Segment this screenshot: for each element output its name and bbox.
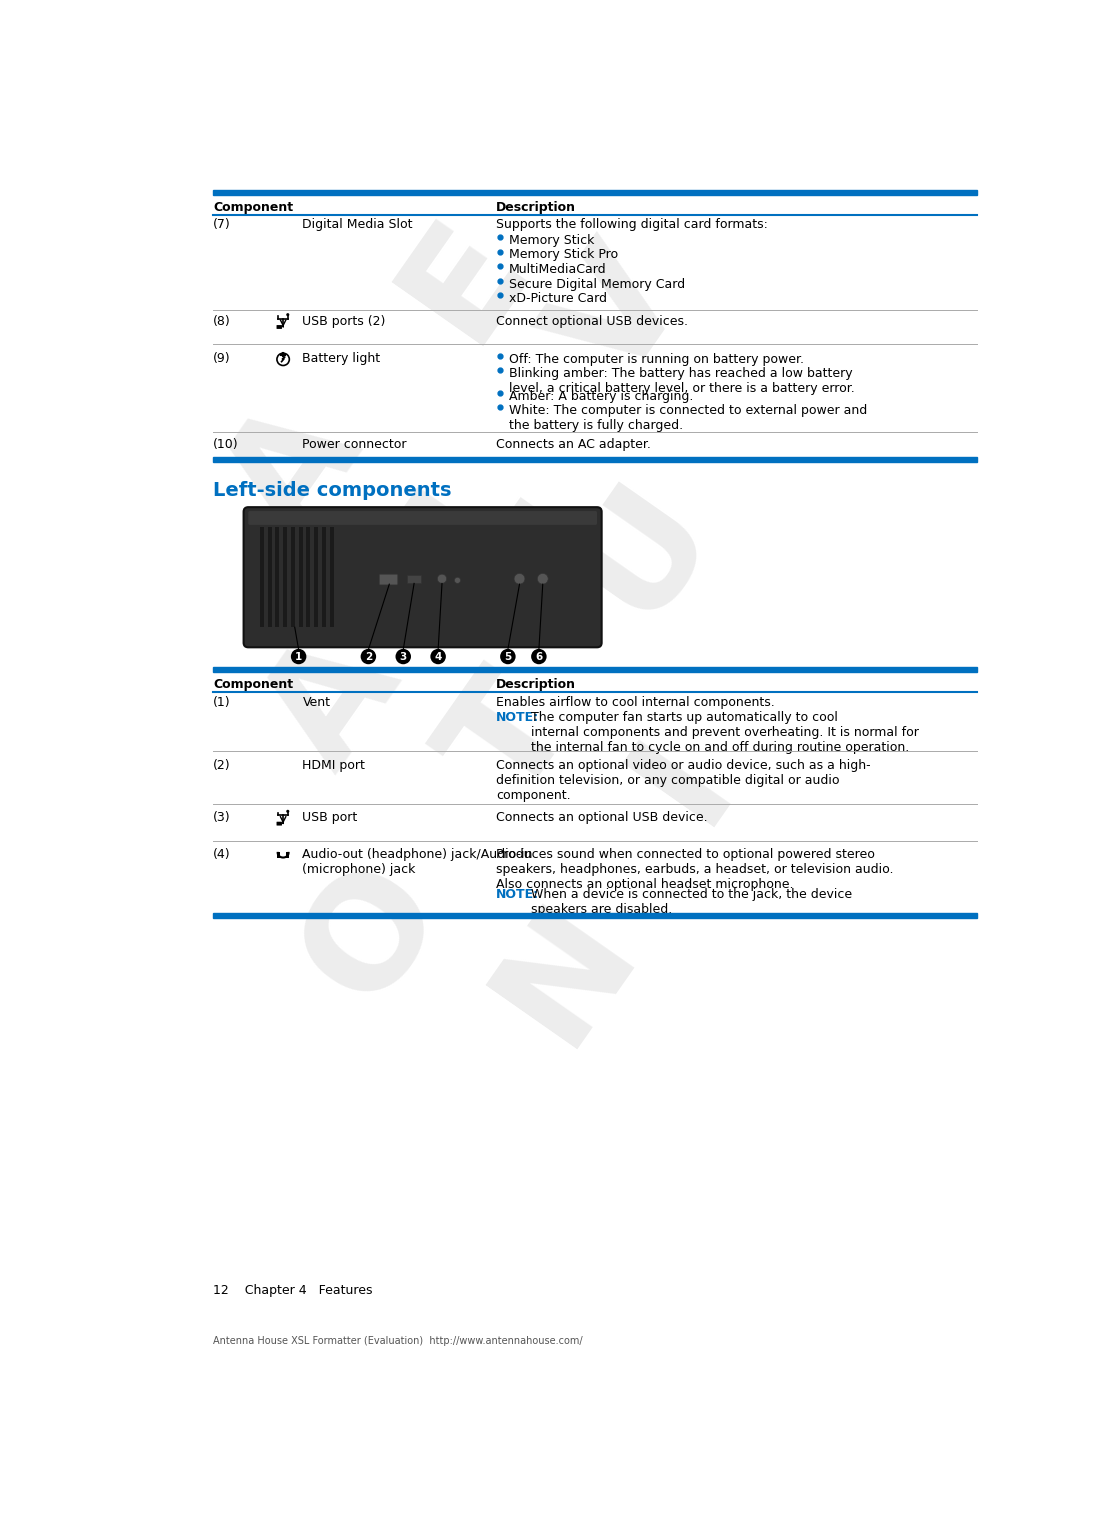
Text: T: T [420, 656, 603, 827]
Text: Memory Stick: Memory Stick [509, 233, 594, 247]
Bar [214, 913, 977, 918]
Bar [330, 528, 333, 627]
Bar [277, 852, 280, 857]
Circle shape [430, 648, 446, 665]
FancyBboxPatch shape [379, 573, 398, 586]
Text: Produces sound when connected to optional powered stereo
speakers, headphones, e: Produces sound when connected to optiona… [496, 848, 893, 891]
Text: Power connector: Power connector [303, 438, 407, 451]
Text: A: A [238, 612, 428, 795]
Text: Component: Component [214, 201, 294, 214]
Text: (4): (4) [214, 848, 231, 862]
Text: Enables airflow to cool internal components.: Enables airflow to cool internal compone… [496, 695, 775, 709]
Text: When a device is connected to the jack, the device
speakers are disabled.: When a device is connected to the jack, … [531, 889, 852, 917]
Text: Supports the following digital card formats:: Supports the following digital card form… [496, 218, 768, 232]
Text: Antenna House XSL Formatter (Evaluation)  http://www.antennahouse.com/: Antenna House XSL Formatter (Evaluation)… [214, 1336, 582, 1345]
Circle shape [361, 648, 376, 665]
Bar [283, 528, 287, 627]
Text: Description: Description [496, 679, 576, 691]
Text: (3): (3) [214, 811, 231, 825]
Text: 3: 3 [399, 651, 407, 662]
Text: (1): (1) [214, 695, 231, 709]
Text: Audio-out (headphone) jack/Audio-in
(microphone) jack: Audio-out (headphone) jack/Audio-in (mic… [303, 848, 533, 877]
Text: Battery light: Battery light [303, 352, 380, 364]
Text: MultiMediaCard: MultiMediaCard [509, 264, 606, 276]
Bar [259, 528, 264, 627]
Text: A: A [200, 381, 390, 563]
Circle shape [396, 648, 411, 665]
Circle shape [500, 648, 515, 665]
Text: L: L [385, 427, 562, 593]
Bar [214, 458, 977, 462]
Text: N: N [468, 877, 664, 1068]
Text: White: The computer is connected to external power and
the battery is fully char: White: The computer is connected to exte… [509, 404, 866, 432]
Bar [267, 528, 272, 627]
Bar [214, 191, 977, 195]
Circle shape [286, 810, 290, 813]
Text: Vent: Vent [303, 695, 331, 709]
Text: (7): (7) [214, 218, 231, 232]
Text: xD-Picture Card: xD-Picture Card [509, 293, 607, 305]
Text: Component: Component [214, 679, 294, 691]
Bar [314, 528, 318, 627]
Text: (10): (10) [214, 438, 239, 451]
Bar [322, 528, 325, 627]
Bar [306, 528, 311, 627]
Text: I: I [605, 714, 759, 846]
Text: (9): (9) [214, 352, 231, 364]
Text: Connects an optional USB device.: Connects an optional USB device. [496, 811, 708, 825]
Text: Memory Stick Pro: Memory Stick Pro [509, 249, 618, 261]
Text: NOTE:: NOTE: [496, 889, 539, 901]
FancyBboxPatch shape [244, 508, 601, 647]
Text: Connect optional USB devices.: Connect optional USB devices. [496, 314, 689, 328]
Bar [275, 528, 280, 627]
Text: 5: 5 [504, 651, 512, 662]
Text: Amber: A battery is charging.: Amber: A battery is charging. [509, 390, 693, 403]
Text: 4: 4 [435, 651, 442, 662]
Text: 1: 1 [295, 651, 302, 662]
Text: Description: Description [496, 201, 576, 214]
Text: Connects an AC adapter.: Connects an AC adapter. [496, 438, 651, 451]
FancyBboxPatch shape [276, 325, 282, 329]
Bar [286, 852, 290, 857]
Text: 2: 2 [364, 651, 372, 662]
Text: 12    Chapter 4   Features: 12 Chapter 4 Features [214, 1284, 373, 1298]
Bar [214, 668, 977, 673]
Text: V: V [525, 227, 716, 409]
Text: Blinking amber: The battery has reached a low battery
level, a critical battery : Blinking amber: The battery has reached … [509, 368, 854, 395]
FancyBboxPatch shape [248, 511, 597, 525]
Text: NOTE:: NOTE: [496, 711, 539, 724]
Text: (8): (8) [214, 314, 231, 328]
Text: 6: 6 [536, 651, 542, 662]
Circle shape [454, 578, 461, 584]
Text: USB port: USB port [303, 811, 358, 825]
Bar [291, 528, 295, 627]
Text: U: U [547, 456, 740, 642]
Circle shape [286, 313, 290, 316]
FancyBboxPatch shape [276, 822, 282, 825]
Circle shape [514, 573, 525, 584]
Bar [299, 528, 303, 627]
Circle shape [531, 648, 547, 665]
Text: O: O [274, 837, 471, 1029]
Text: (2): (2) [214, 759, 231, 772]
Text: The computer fan starts up automatically to cool
internal components and prevent: The computer fan starts up automatically… [531, 711, 919, 755]
Text: Secure Digital Memory Card: Secure Digital Memory Card [509, 278, 684, 291]
Text: Off: The computer is running on battery power.: Off: The computer is running on battery … [509, 354, 804, 366]
Text: Digital Media Slot: Digital Media Slot [303, 218, 413, 232]
Text: HDMI port: HDMI port [303, 759, 366, 772]
Circle shape [538, 573, 548, 584]
Text: Connects an optional video or audio device, such as a high-
definition televisio: Connects an optional video or audio devi… [496, 759, 871, 802]
Text: E: E [375, 194, 557, 364]
Circle shape [437, 573, 447, 584]
Bar [407, 575, 421, 584]
Text: Left-side components: Left-side components [214, 480, 452, 500]
Circle shape [291, 648, 306, 665]
Text: USB ports (2): USB ports (2) [303, 314, 386, 328]
